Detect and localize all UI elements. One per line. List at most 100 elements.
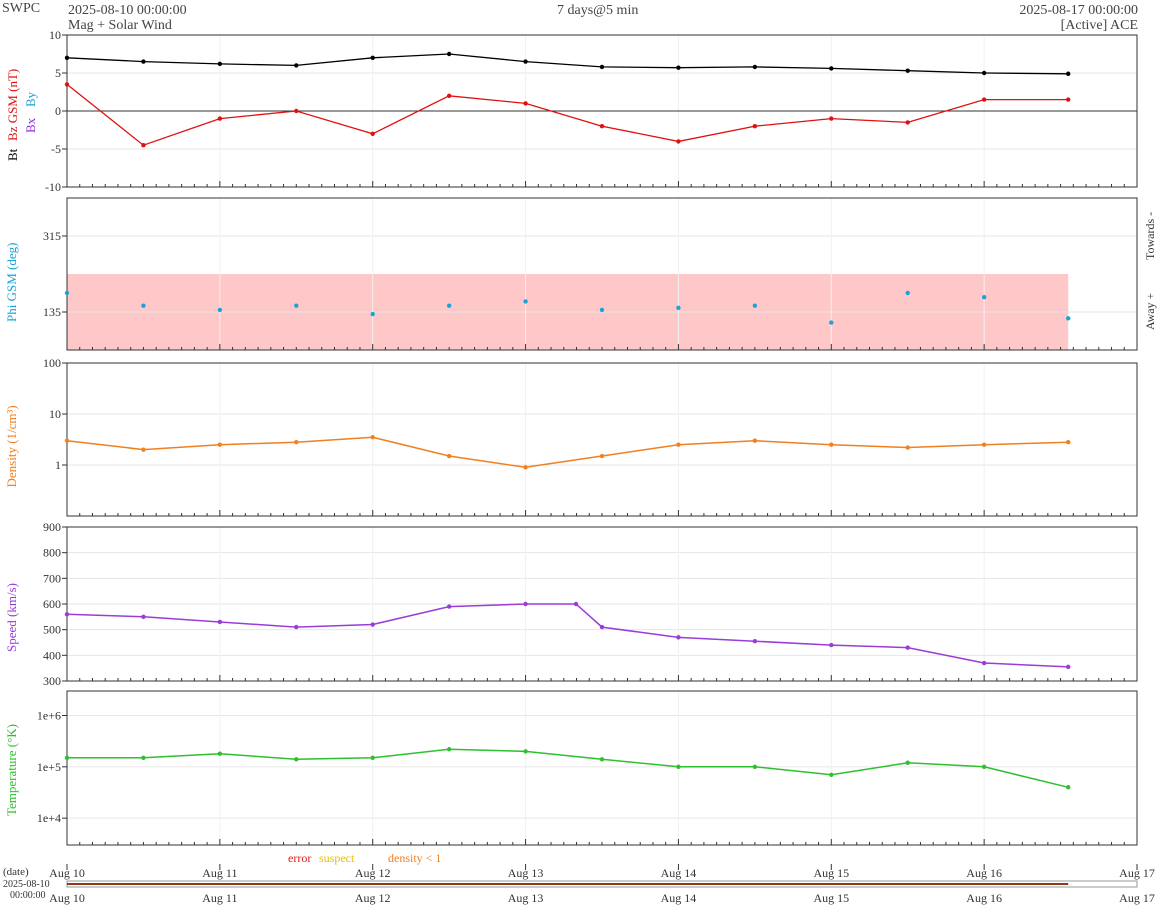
y-tick-label: 1e+6 <box>37 708 61 722</box>
brand-label: SWPC <box>2 1 41 16</box>
bt-point <box>446 51 452 57</box>
density-point <box>905 445 910 450</box>
temperature-point <box>599 757 605 762</box>
temperature-point <box>676 764 681 770</box>
temperature-line <box>67 748 1069 789</box>
bz-point <box>370 131 375 136</box>
density-point <box>64 438 70 443</box>
x-tick-label: Aug 11 <box>202 866 237 880</box>
speed-point <box>676 635 681 640</box>
density-point <box>829 442 834 447</box>
temperature-point <box>64 755 70 760</box>
suspect-legend: suspect <box>319 851 355 865</box>
y-tick-label: 315 <box>43 229 61 243</box>
away-label: Away + <box>1143 292 1157 330</box>
speed-point <box>294 624 299 630</box>
y-tick-label: 400 <box>43 648 61 662</box>
x-tick-label: Aug 16 <box>966 891 1002 905</box>
phi-points <box>64 290 1071 325</box>
speed-point <box>64 612 70 617</box>
phi-point <box>64 290 70 296</box>
bt-line <box>66 53 1069 75</box>
density-point <box>294 439 299 445</box>
temperature-point <box>981 764 987 770</box>
bz-point <box>981 97 987 102</box>
bt-points <box>64 51 1071 76</box>
y-tick-label: 10 <box>49 407 61 421</box>
bz-point <box>141 143 146 148</box>
bt-point <box>64 55 70 60</box>
density-point <box>446 453 452 459</box>
bz-label: Bz GSM (nT) <box>5 69 20 141</box>
speed-point <box>829 642 834 648</box>
bt-point <box>294 63 299 68</box>
x-tick-label: Aug 10 <box>49 866 85 880</box>
speed-point <box>1066 664 1071 670</box>
bz-points <box>64 82 1071 148</box>
bt-point <box>523 59 528 64</box>
y-tick-label: 5 <box>55 66 61 80</box>
x-tick-label: Aug 17 <box>1119 866 1155 880</box>
temperature-point <box>829 772 834 777</box>
bz-point <box>446 93 452 99</box>
speed-points <box>64 601 1071 670</box>
density-line <box>66 436 1069 469</box>
speed-point <box>523 601 528 607</box>
bz-point <box>294 108 299 114</box>
phi-point <box>752 303 758 308</box>
x-tick-label: Aug 15 <box>813 866 849 880</box>
temperature-point <box>905 760 910 765</box>
y-tick-label: -5 <box>51 142 61 156</box>
bz-point <box>905 120 910 125</box>
density-point <box>523 465 528 470</box>
y-tick-label: 600 <box>43 597 61 611</box>
speed-point <box>905 645 910 650</box>
temperature-point <box>141 755 146 760</box>
x-tick-label: Aug 10 <box>49 891 85 905</box>
x-tick-label: Aug 12 <box>355 891 391 905</box>
speed-point <box>217 619 223 625</box>
density-point <box>981 442 987 447</box>
bt-point <box>752 64 758 70</box>
panel-frame <box>66 526 1138 682</box>
bt-point <box>981 70 987 76</box>
panel-frame <box>66 197 1138 351</box>
x-tick-label: Aug 17 <box>1119 891 1155 905</box>
x-tick-label: Aug 12 <box>355 866 391 880</box>
phi-point <box>294 303 299 308</box>
y-tick-label: 1e+5 <box>37 760 61 774</box>
bz-point <box>523 101 528 106</box>
density-point <box>217 442 223 447</box>
bt-point <box>829 66 834 71</box>
speed-point <box>370 622 375 627</box>
y-tick-label: 10 <box>49 28 61 42</box>
density-point <box>676 442 681 447</box>
phi-point <box>141 303 146 308</box>
bt-point <box>599 64 605 70</box>
y-tick-label: 1 <box>55 458 61 472</box>
bt-point <box>1066 71 1071 76</box>
phi-point <box>676 305 681 310</box>
x-tick-label: Aug 14 <box>661 891 697 905</box>
speed-axis-label: Speed (km/s) <box>4 583 19 652</box>
speed-point <box>141 614 146 620</box>
temperature-point <box>752 764 758 770</box>
speed-line <box>66 603 1069 668</box>
density-axis-label: Density (1/cm³) <box>4 405 19 487</box>
subtitle: Mag + Solar Wind <box>68 18 172 33</box>
date-label: (date) <box>3 866 29 878</box>
x-tick-label: Aug 13 <box>508 866 544 880</box>
y-tick-label: 800 <box>43 546 61 560</box>
temperature-point <box>217 751 223 756</box>
density-point <box>370 435 375 440</box>
panel-frame <box>66 362 1138 517</box>
phi-point <box>981 295 987 300</box>
bz-point <box>1066 97 1071 102</box>
bt-point <box>370 55 375 60</box>
phi-point <box>217 307 223 313</box>
range-start-date: 2025-08-10 <box>3 879 50 890</box>
x-tick-label: Aug 13 <box>508 891 544 905</box>
y-tick-label: 700 <box>43 571 61 585</box>
bz-point <box>676 139 681 144</box>
